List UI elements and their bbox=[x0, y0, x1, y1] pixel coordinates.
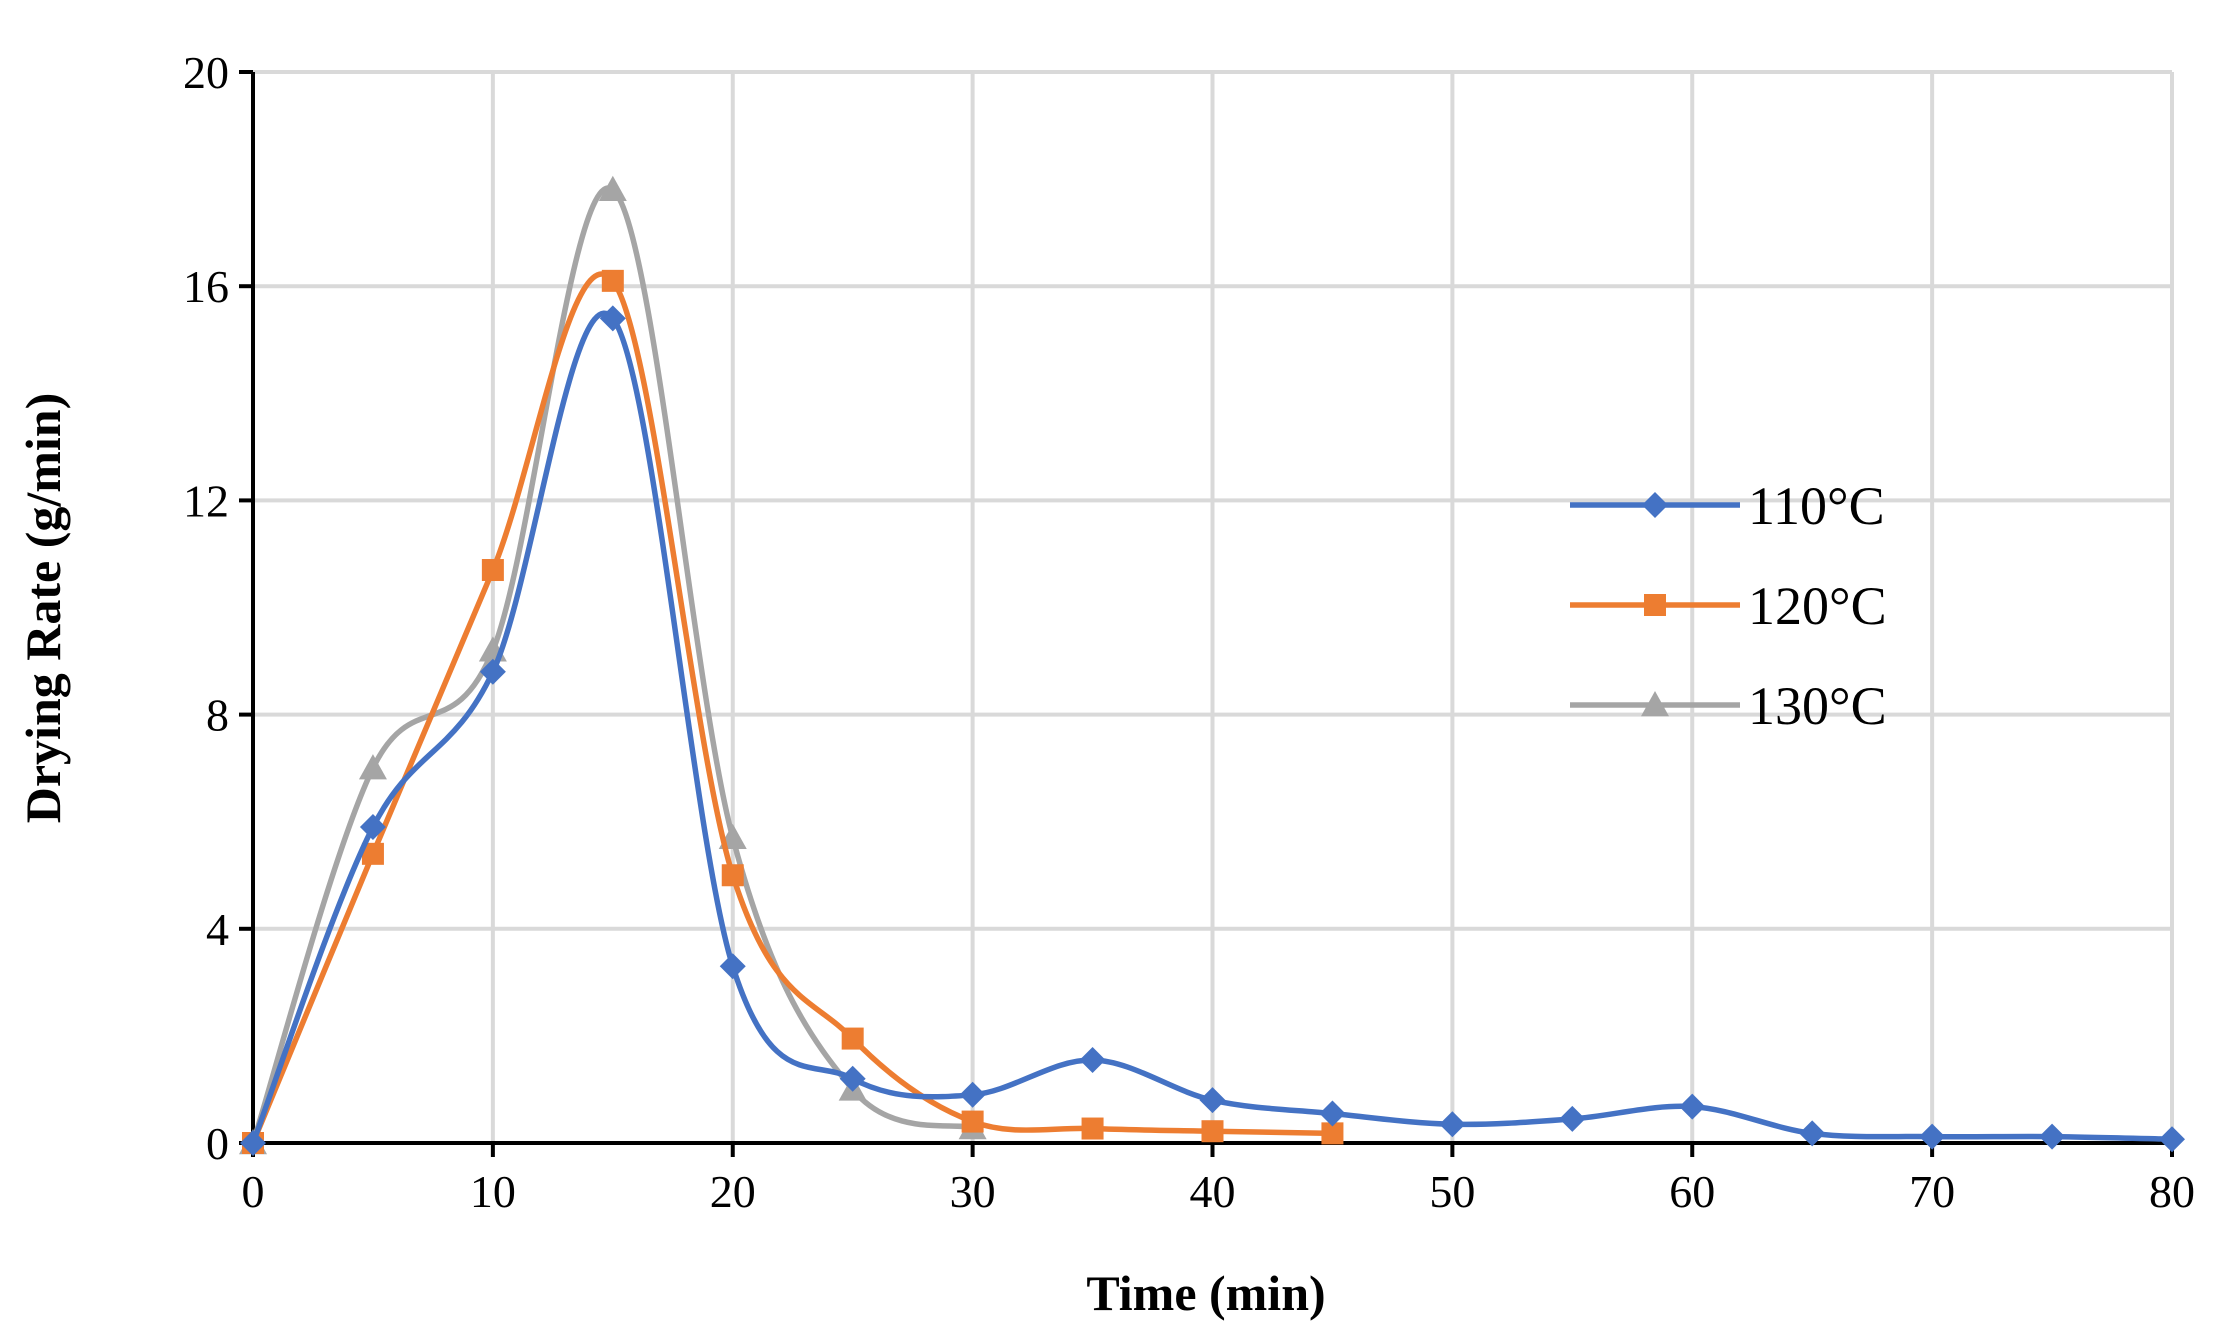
series-120 bbox=[242, 269, 1344, 1154]
legend-marker-120 bbox=[1644, 594, 1666, 616]
x-tick-label: 50 bbox=[1429, 1166, 1475, 1217]
x-tick-label: 60 bbox=[1669, 1166, 1715, 1217]
y-tick-label: 12 bbox=[183, 475, 229, 526]
legend-label-130: 130°C bbox=[1748, 676, 1887, 736]
series-group bbox=[239, 175, 2185, 1156]
x-axis-title: Time (min) bbox=[1086, 1265, 1325, 1321]
data-point-110 bbox=[240, 1130, 266, 1156]
data-point-120 bbox=[961, 1110, 984, 1133]
data-point-120 bbox=[601, 269, 624, 292]
y-tick-label: 0 bbox=[206, 1118, 229, 1169]
data-point-110 bbox=[1199, 1087, 1226, 1114]
data-point-120 bbox=[1081, 1117, 1104, 1140]
data-point-120 bbox=[481, 559, 504, 582]
data-point-120 bbox=[721, 864, 744, 887]
series-110 bbox=[240, 305, 2185, 1156]
series-line-120 bbox=[250, 271, 1333, 1145]
x-tick-label: 20 bbox=[710, 1166, 756, 1217]
legend-entry-120: 120°C bbox=[1570, 576, 1887, 636]
data-point-110 bbox=[839, 1065, 866, 1092]
data-point-110 bbox=[479, 658, 506, 685]
data-point-110 bbox=[359, 814, 386, 841]
data-point-120 bbox=[361, 842, 384, 865]
x-tick-label: 70 bbox=[1909, 1166, 1955, 1217]
x-tick-label: 80 bbox=[2149, 1166, 2195, 1217]
x-tick-label: 40 bbox=[1190, 1166, 1236, 1217]
data-point-110 bbox=[1559, 1105, 1586, 1132]
x-tick-label: 10 bbox=[470, 1166, 516, 1217]
y-tick-label: 16 bbox=[183, 261, 229, 312]
legend: 110°C 120°C 130°C bbox=[1570, 476, 1887, 736]
series-line-110 bbox=[250, 310, 2173, 1144]
series-130 bbox=[239, 175, 987, 1155]
x-tick-label: 0 bbox=[242, 1166, 265, 1217]
y-tick-label: 8 bbox=[206, 690, 229, 741]
data-point-120 bbox=[1321, 1122, 1344, 1145]
data-point-110 bbox=[959, 1081, 986, 1108]
data-point-120 bbox=[841, 1027, 864, 1050]
data-point-110 bbox=[1919, 1123, 1946, 1150]
legend-entry-110: 110°C bbox=[1570, 476, 1885, 536]
y-axis-title: Drying Rate (g/min) bbox=[15, 393, 71, 824]
data-point-130 bbox=[358, 754, 387, 780]
data-point-110 bbox=[599, 305, 626, 332]
legend-marker-130 bbox=[1641, 691, 1669, 717]
legend-entry-130: 130°C bbox=[1570, 676, 1887, 736]
x-tick-label: 30 bbox=[950, 1166, 996, 1217]
data-point-110 bbox=[1679, 1093, 1706, 1120]
data-point-110 bbox=[2159, 1126, 2185, 1153]
data-point-110 bbox=[1799, 1120, 1826, 1147]
axes: 0 10 20 30 40 50 60 70 80 0 4 8 12 16 20 bbox=[183, 47, 2195, 1217]
data-point-110 bbox=[1439, 1111, 1466, 1138]
y-tick-label: 4 bbox=[206, 904, 229, 955]
data-point-130 bbox=[598, 175, 627, 202]
data-point-110 bbox=[2039, 1123, 2066, 1150]
data-point-120 bbox=[1201, 1120, 1224, 1143]
data-point-110 bbox=[719, 953, 746, 980]
legend-marker-110 bbox=[1642, 492, 1668, 518]
legend-label-110: 110°C bbox=[1748, 476, 1885, 536]
legend-label-120: 120°C bbox=[1748, 576, 1887, 636]
y-tick-label: 20 bbox=[183, 47, 229, 98]
data-point-110 bbox=[1319, 1100, 1346, 1127]
data-point-110 bbox=[1079, 1046, 1106, 1073]
